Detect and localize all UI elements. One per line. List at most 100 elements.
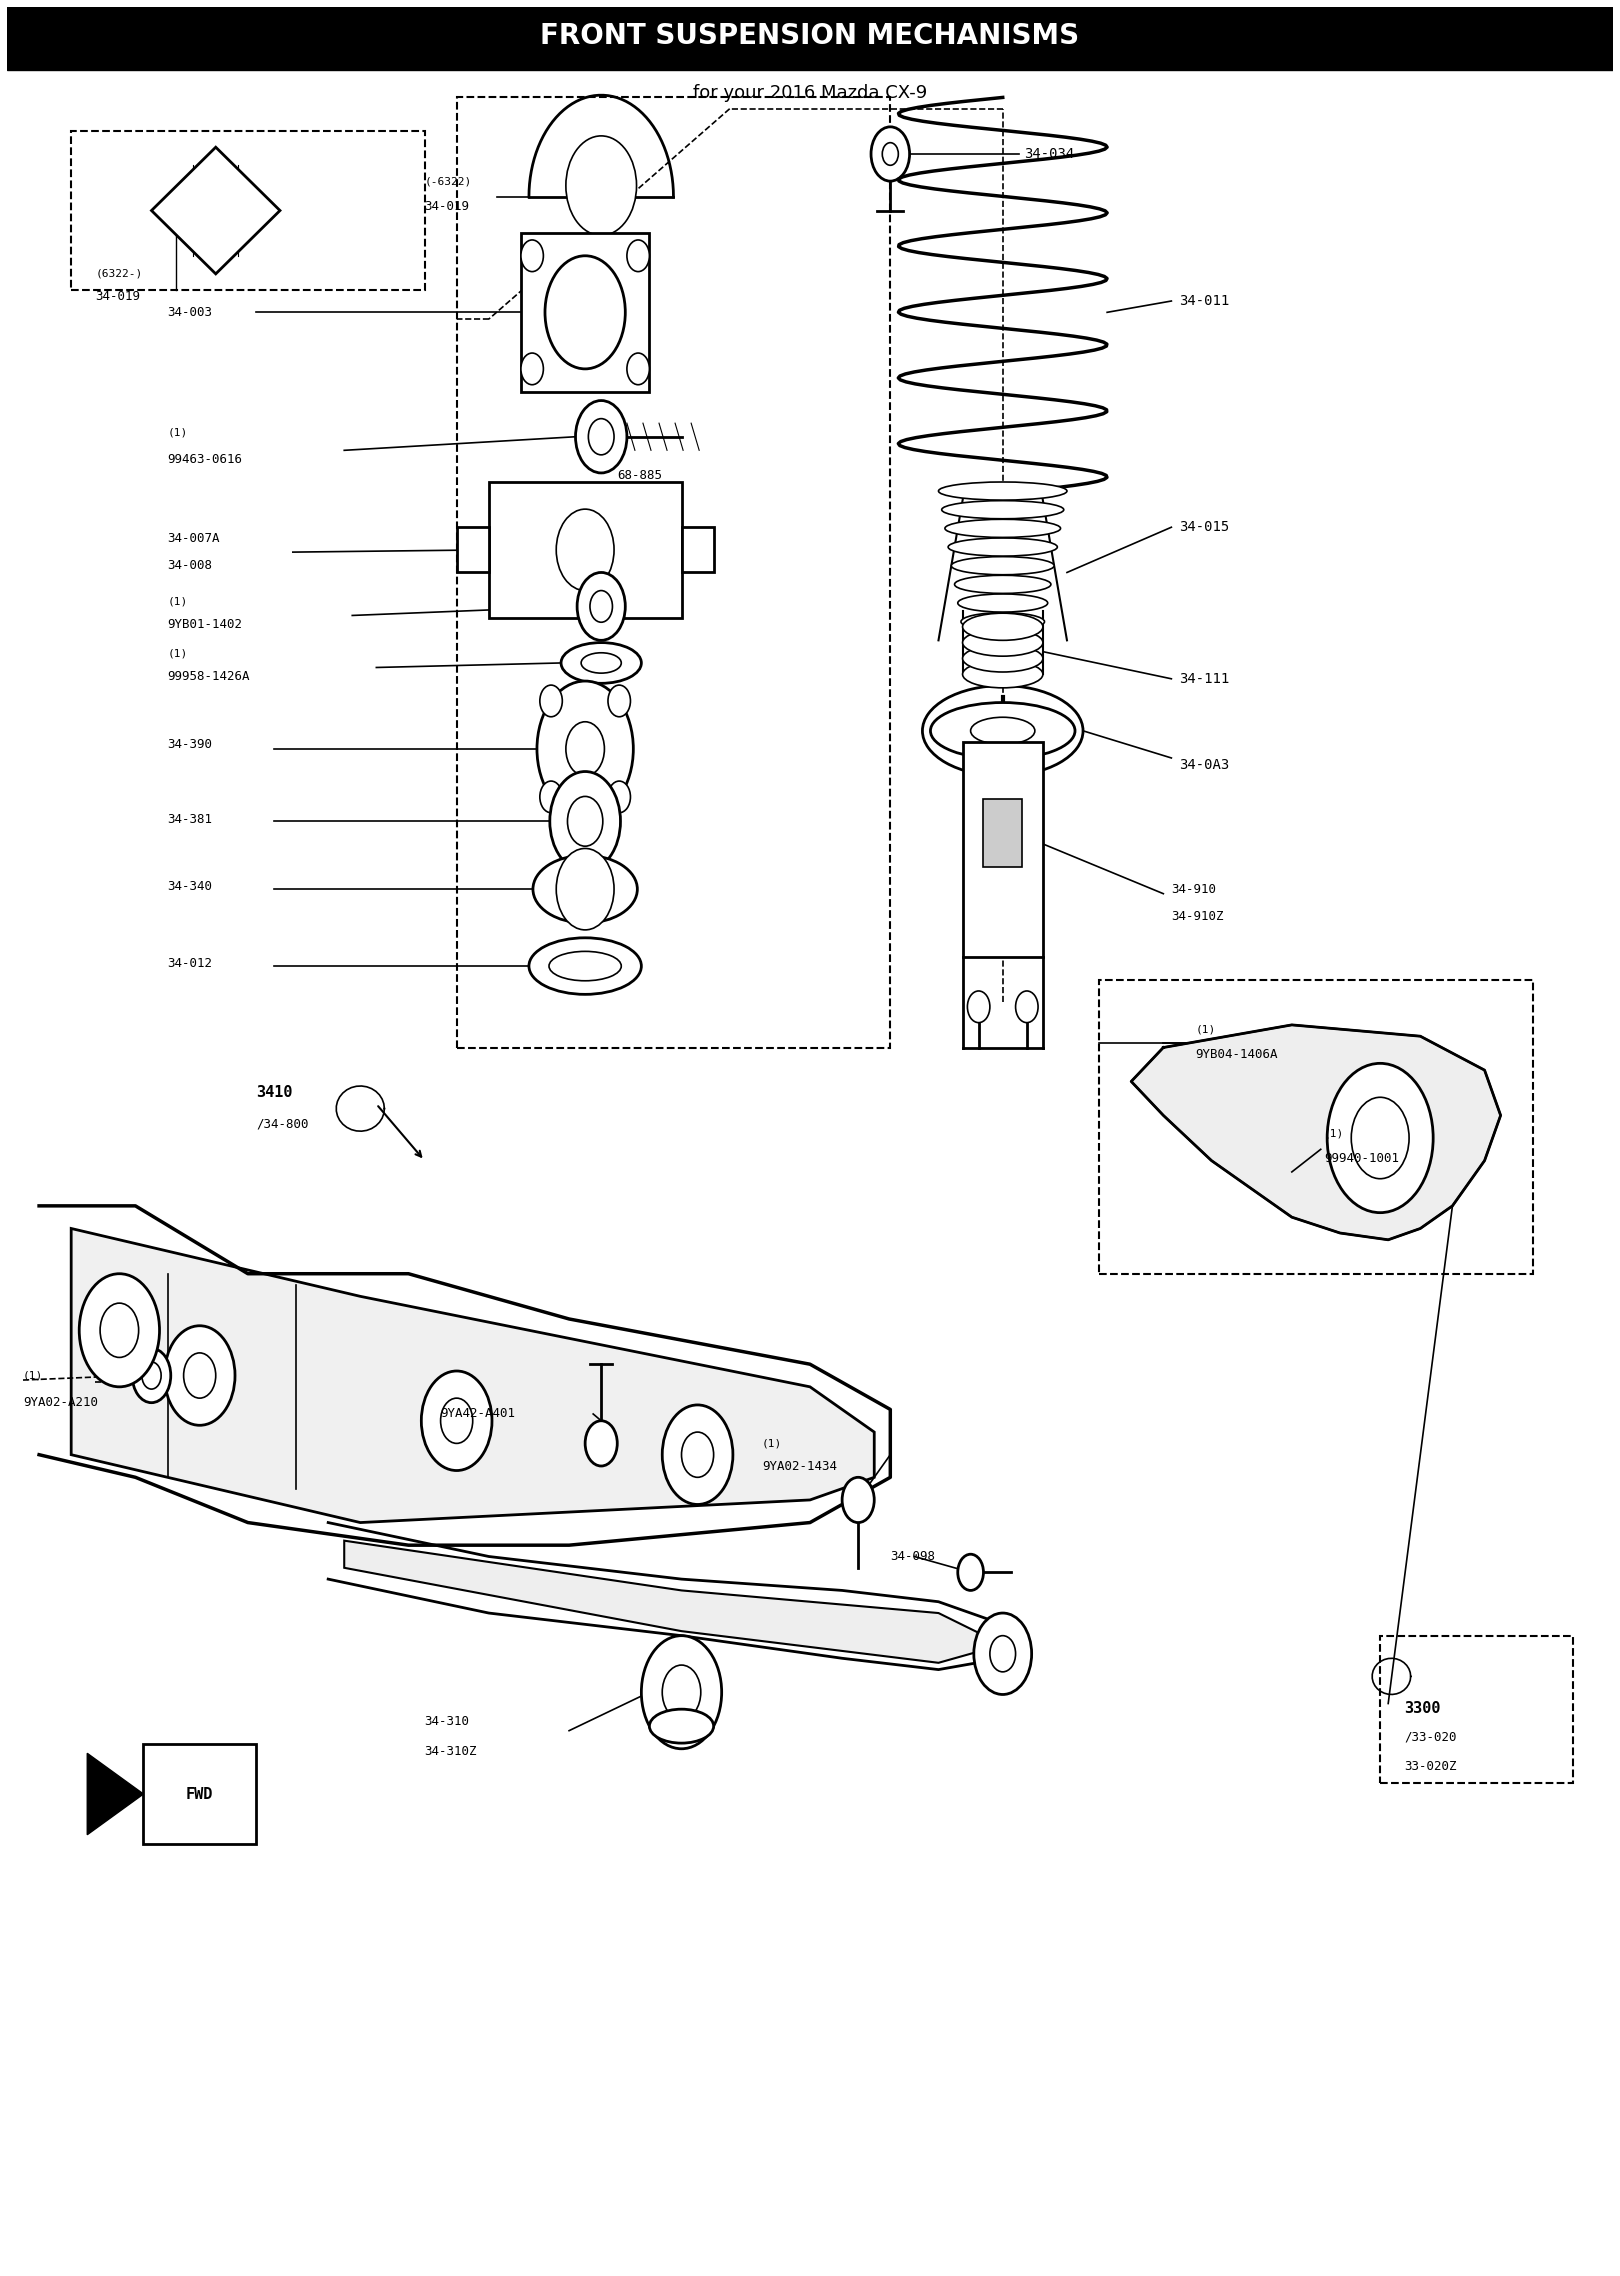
Ellipse shape — [961, 612, 1045, 630]
Text: (1): (1) — [23, 1370, 44, 1382]
Ellipse shape — [948, 537, 1058, 555]
Text: 99463-0616: 99463-0616 — [167, 453, 243, 467]
Circle shape — [608, 781, 630, 813]
Circle shape — [627, 353, 650, 385]
Circle shape — [588, 419, 614, 455]
Bar — [1098, 979, 1533, 1275]
Text: 34-0A3: 34-0A3 — [1179, 758, 1230, 772]
Text: 9YB01-1402: 9YB01-1402 — [167, 619, 243, 630]
Circle shape — [1327, 1063, 1434, 1213]
Circle shape — [842, 1477, 875, 1523]
Polygon shape — [343, 1541, 1003, 1664]
Text: (1): (1) — [761, 1438, 782, 1448]
Text: 33-020Z: 33-020Z — [1405, 1759, 1456, 1773]
Text: 34-381: 34-381 — [167, 813, 212, 826]
Text: (1): (1) — [1196, 1024, 1215, 1033]
Text: 34-034: 34-034 — [1024, 148, 1074, 162]
Text: 3410: 3410 — [256, 1086, 292, 1099]
Text: 34-310Z: 34-310Z — [424, 1743, 476, 1757]
Text: 34-910: 34-910 — [1171, 883, 1217, 897]
Text: 34-098: 34-098 — [891, 1550, 935, 1564]
Circle shape — [627, 239, 650, 271]
Circle shape — [1351, 1097, 1409, 1179]
Text: 34-910Z: 34-910Z — [1171, 910, 1223, 922]
Circle shape — [522, 239, 543, 271]
Circle shape — [1016, 990, 1038, 1022]
Circle shape — [990, 1636, 1016, 1673]
Text: (6322-): (6322-) — [96, 269, 143, 280]
Bar — [682, 528, 714, 574]
Circle shape — [967, 990, 990, 1022]
Text: (-6322): (-6322) — [424, 175, 471, 187]
Circle shape — [663, 1666, 701, 1718]
Circle shape — [974, 1614, 1032, 1693]
Text: 68-885: 68-885 — [617, 469, 663, 483]
Ellipse shape — [582, 653, 622, 674]
Circle shape — [682, 1432, 714, 1477]
Ellipse shape — [962, 612, 1043, 640]
Text: 9YA02-1434: 9YA02-1434 — [761, 1459, 838, 1473]
Circle shape — [567, 797, 603, 847]
Ellipse shape — [970, 717, 1035, 744]
Polygon shape — [87, 1753, 144, 1834]
Circle shape — [164, 1325, 235, 1425]
Ellipse shape — [964, 630, 1042, 649]
Circle shape — [663, 1404, 732, 1504]
Text: (1): (1) — [1324, 1129, 1345, 1138]
Ellipse shape — [530, 938, 642, 995]
Text: 34-111: 34-111 — [1179, 671, 1230, 685]
Text: 34-007A: 34-007A — [167, 533, 220, 544]
Bar — [457, 528, 489, 574]
Text: FWD: FWD — [186, 1787, 214, 1803]
Text: for your 2016 Mazda CX-9: for your 2016 Mazda CX-9 — [693, 84, 927, 102]
Text: (1): (1) — [167, 428, 188, 437]
Ellipse shape — [930, 703, 1076, 760]
Text: 34-011: 34-011 — [1179, 294, 1230, 307]
Text: 34-015: 34-015 — [1179, 521, 1230, 535]
Text: 34-008: 34-008 — [167, 560, 212, 571]
Ellipse shape — [938, 483, 1068, 501]
Circle shape — [585, 1420, 617, 1466]
Circle shape — [575, 401, 627, 473]
Text: 34-019: 34-019 — [96, 289, 141, 303]
Circle shape — [441, 1397, 473, 1443]
Circle shape — [642, 1636, 721, 1748]
Text: 34-390: 34-390 — [167, 737, 212, 751]
Circle shape — [421, 1370, 492, 1470]
Polygon shape — [1131, 1024, 1500, 1240]
Text: 9YB04-1406A: 9YB04-1406A — [1196, 1047, 1278, 1061]
Circle shape — [539, 685, 562, 717]
Circle shape — [522, 353, 543, 385]
Polygon shape — [71, 1229, 875, 1523]
Bar — [6, 2, 1614, 71]
Circle shape — [590, 589, 612, 621]
Ellipse shape — [951, 558, 1055, 576]
Bar — [962, 742, 1043, 956]
Circle shape — [539, 781, 562, 813]
Bar — [983, 799, 1022, 867]
Circle shape — [577, 574, 625, 640]
Circle shape — [556, 849, 614, 931]
Bar — [457, 98, 891, 1047]
Circle shape — [536, 681, 633, 817]
Ellipse shape — [962, 628, 1043, 655]
FancyBboxPatch shape — [489, 483, 682, 617]
Text: 34-012: 34-012 — [167, 958, 212, 970]
Text: 34-340: 34-340 — [167, 881, 212, 894]
Circle shape — [79, 1275, 159, 1386]
Text: 9YA02-A210: 9YA02-A210 — [23, 1395, 97, 1409]
Ellipse shape — [941, 501, 1064, 519]
Ellipse shape — [549, 951, 622, 981]
Text: /33-020: /33-020 — [1405, 1732, 1456, 1743]
Text: (1): (1) — [167, 649, 188, 660]
Circle shape — [565, 721, 604, 776]
Circle shape — [143, 1361, 160, 1388]
Polygon shape — [152, 148, 280, 273]
Text: 99940-1001: 99940-1001 — [1324, 1152, 1400, 1165]
Text: 99958-1426A: 99958-1426A — [167, 669, 249, 683]
Circle shape — [100, 1304, 139, 1356]
Text: (1): (1) — [167, 596, 188, 608]
Ellipse shape — [561, 642, 642, 683]
Bar — [1380, 1636, 1573, 1782]
Bar — [71, 132, 424, 289]
